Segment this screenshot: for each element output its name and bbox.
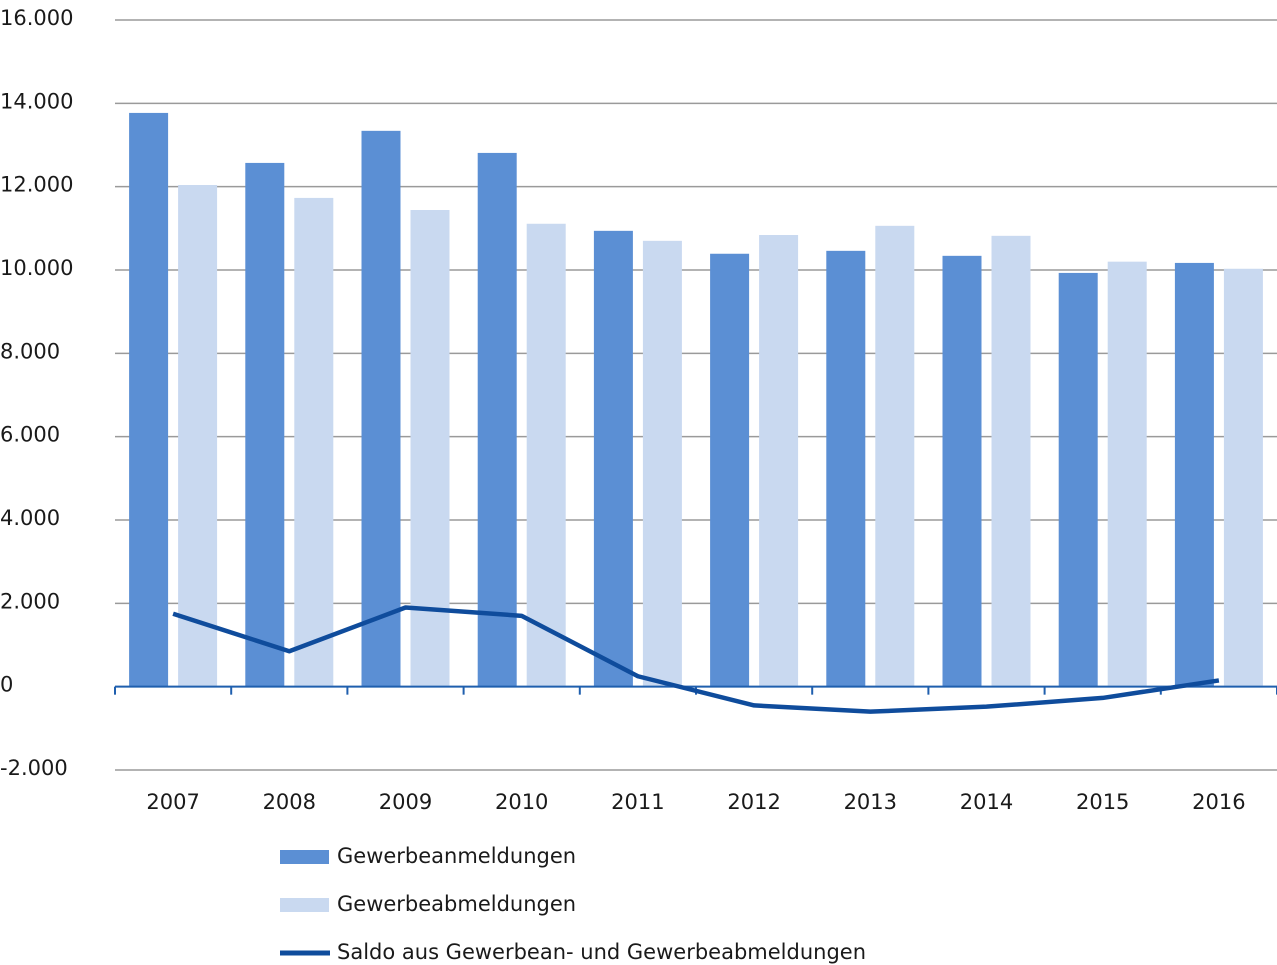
bar [294, 197, 334, 687]
y-tick-label: 0 [0, 673, 13, 697]
legend-label: Gewerbeabmeldungen [337, 892, 576, 916]
x-tick-label: 2011 [611, 790, 664, 814]
y-tick-label: 12.000 [0, 173, 73, 197]
y-tick-label: -2.000 [0, 756, 68, 780]
bar [178, 185, 218, 687]
bar [991, 235, 1031, 687]
bar [410, 210, 450, 687]
bar [1107, 261, 1147, 687]
line-series [172, 605, 1220, 714]
bar [710, 253, 750, 687]
legend-label: Gewerbeanmeldungen [337, 844, 576, 868]
legend-swatch [280, 850, 329, 864]
y-tick-label: 10.000 [0, 256, 73, 280]
x-tick-label: 2009 [379, 790, 432, 814]
bar [593, 230, 633, 687]
x-tick-label: 2007 [146, 790, 199, 814]
y-tick-label: 2.000 [0, 589, 60, 613]
bar [875, 225, 915, 687]
y-tick-label: 6.000 [0, 423, 60, 447]
y-tick-label: 4.000 [0, 506, 60, 530]
bar [526, 223, 566, 687]
x-tick-label: 2015 [1076, 790, 1129, 814]
bar [642, 240, 682, 687]
x-tick-label: 2008 [263, 790, 316, 814]
legend-swatch [280, 898, 329, 912]
x-tick-label: 2016 [1192, 790, 1245, 814]
x-tick-label: 2012 [727, 790, 780, 814]
x-tick-label: 2013 [844, 790, 897, 814]
y-tick-label: 14.000 [0, 89, 73, 113]
bar [245, 162, 285, 687]
bar [826, 250, 866, 687]
y-tick-label: 16.000 [0, 6, 73, 30]
bar [759, 235, 799, 687]
bar [129, 112, 169, 687]
bar [361, 130, 401, 687]
bar [1174, 262, 1214, 687]
bar [942, 255, 982, 687]
x-tick-label: 2010 [495, 790, 548, 814]
bar [1058, 272, 1098, 687]
legend-label: Saldo aus Gewerbean- und Gewerbeabmeldun… [337, 940, 866, 964]
bar [477, 152, 517, 687]
bar [1223, 268, 1263, 687]
x-tick-label: 2014 [960, 790, 1013, 814]
y-tick-label: 8.000 [0, 339, 60, 363]
